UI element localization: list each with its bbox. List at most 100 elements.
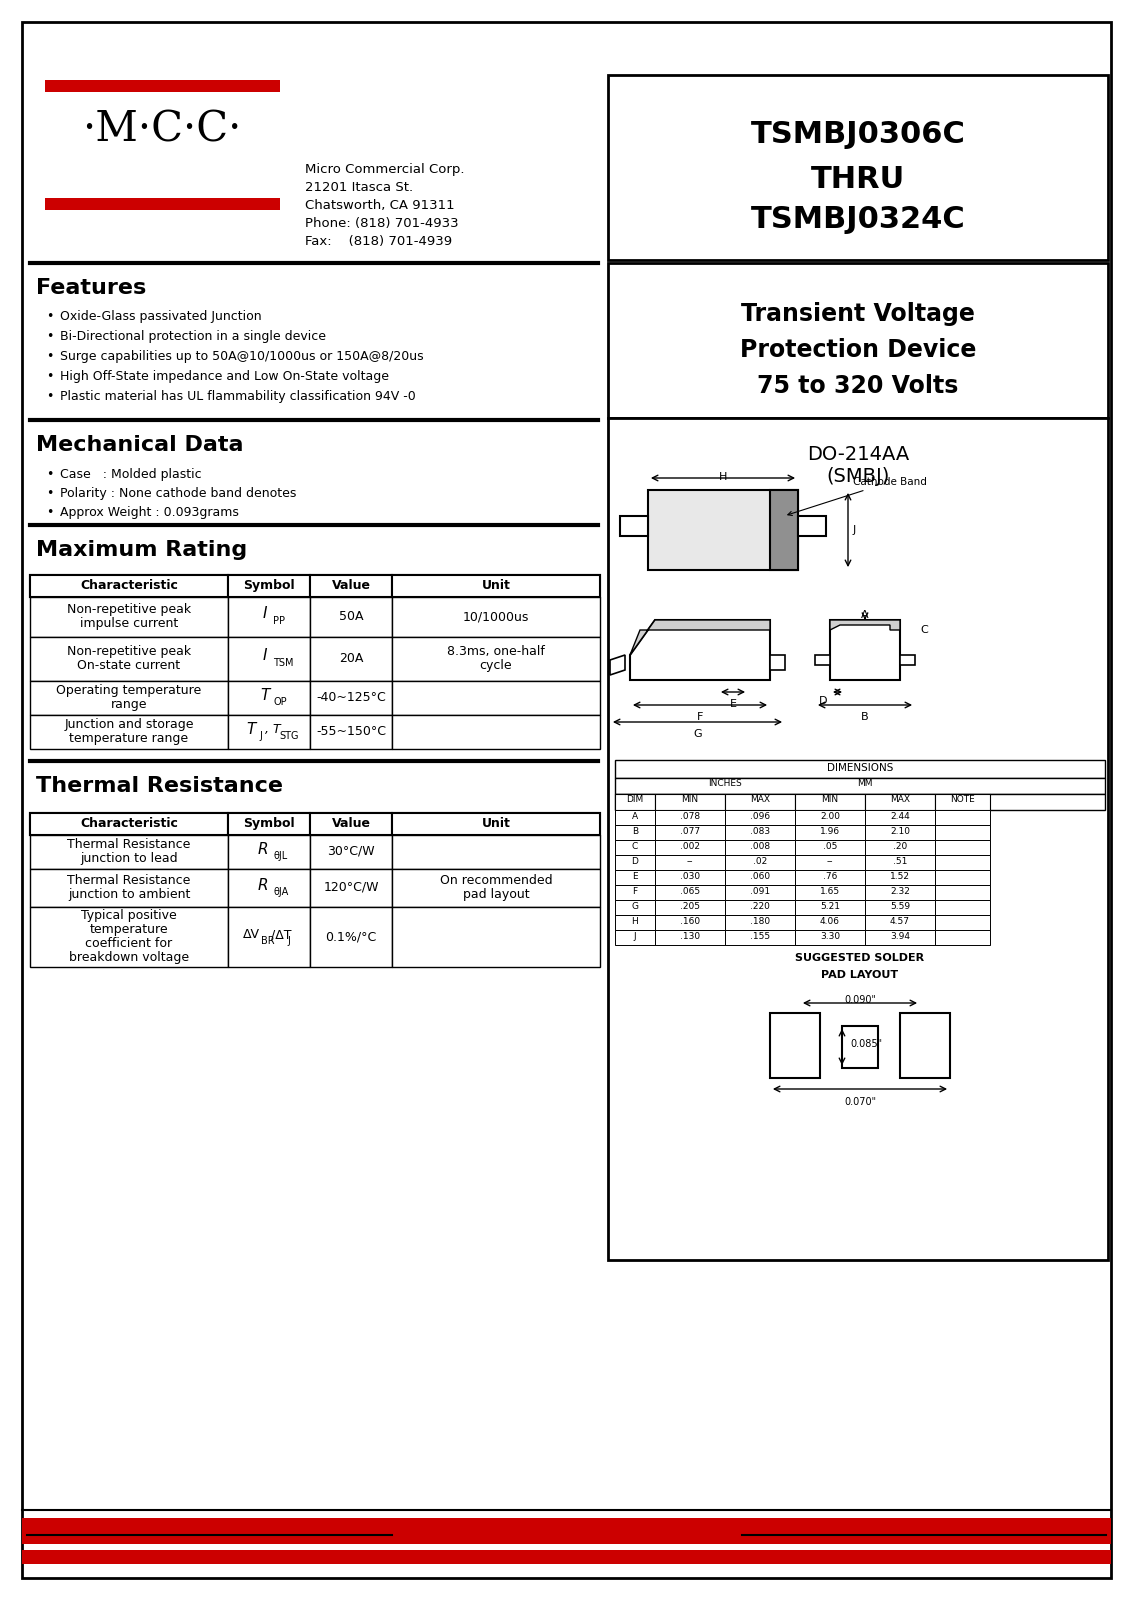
Bar: [725, 930, 795, 946]
Text: MM: MM: [858, 779, 872, 787]
Bar: [228, 597, 310, 637]
Text: TSMBJ0306C: TSMBJ0306C: [750, 120, 965, 149]
Text: C: C: [920, 626, 928, 635]
Bar: [864, 870, 935, 885]
Bar: [228, 574, 310, 597]
Bar: [29, 574, 600, 597]
Text: On-state current: On-state current: [77, 659, 180, 672]
Bar: [655, 840, 725, 854]
Text: -40~125°C: -40~125°C: [316, 691, 386, 704]
Bar: [795, 854, 864, 870]
Bar: [864, 899, 935, 915]
Text: impulse current: impulse current: [79, 618, 178, 630]
Text: cycle: cycle: [479, 659, 512, 672]
Text: Bi-Directional protection in a single device: Bi-Directional protection in a single de…: [60, 330, 326, 342]
Text: NOTE: NOTE: [951, 795, 974, 803]
Text: 21201 Itasca St.: 21201 Itasca St.: [305, 181, 414, 194]
Bar: [392, 813, 600, 835]
Bar: [615, 885, 655, 899]
Polygon shape: [830, 619, 900, 630]
Text: breakdown voltage: breakdown voltage: [69, 950, 189, 963]
Text: ·M·C·C·: ·M·C·C·: [83, 109, 241, 150]
Text: .220: .220: [750, 902, 770, 910]
Text: .060: .060: [750, 872, 770, 882]
Text: On recommended: On recommended: [440, 874, 552, 886]
Text: Operating temperature: Operating temperature: [57, 685, 202, 698]
Text: I: I: [263, 606, 267, 621]
Bar: [725, 854, 795, 870]
Bar: [310, 597, 392, 637]
Text: INCHES: INCHES: [708, 779, 742, 787]
Bar: [795, 899, 864, 915]
Bar: [864, 810, 935, 826]
Bar: [935, 840, 990, 854]
Bar: [864, 885, 935, 899]
Text: Value: Value: [332, 818, 370, 830]
Bar: [228, 907, 310, 966]
Text: •: •: [46, 506, 53, 518]
Text: .02: .02: [752, 858, 767, 866]
Text: J: J: [633, 931, 637, 941]
Bar: [795, 885, 864, 899]
Text: .096: .096: [750, 813, 770, 821]
Bar: [29, 597, 228, 637]
Bar: [655, 794, 725, 810]
Text: •: •: [46, 390, 53, 403]
Text: MIN: MIN: [821, 795, 838, 803]
Text: R: R: [257, 842, 269, 856]
Bar: [795, 870, 864, 885]
Bar: [608, 418, 1108, 1261]
Bar: [842, 1026, 878, 1069]
Text: A: A: [861, 610, 869, 619]
Text: 2.00: 2.00: [820, 813, 840, 821]
Bar: [935, 826, 990, 840]
Bar: [310, 869, 392, 907]
Polygon shape: [815, 654, 830, 666]
Bar: [608, 262, 1108, 418]
Bar: [770, 490, 798, 570]
Bar: [795, 794, 864, 810]
Bar: [615, 760, 1105, 778]
Text: T: T: [246, 722, 256, 736]
Text: junction to ambient: junction to ambient: [68, 888, 190, 901]
Text: Characteristic: Characteristic: [80, 579, 178, 592]
Text: •: •: [46, 370, 53, 382]
Text: Unit: Unit: [482, 579, 511, 592]
Text: •: •: [46, 467, 53, 482]
Bar: [45, 80, 280, 91]
Text: MAX: MAX: [891, 795, 910, 803]
Bar: [648, 490, 798, 570]
Bar: [615, 899, 655, 915]
Text: 4.57: 4.57: [891, 917, 910, 926]
Text: DIM: DIM: [627, 795, 644, 803]
Polygon shape: [630, 619, 770, 680]
Text: .078: .078: [680, 813, 700, 821]
Text: J: J: [287, 936, 290, 946]
Bar: [655, 930, 725, 946]
Bar: [620, 515, 648, 536]
Text: .008: .008: [750, 842, 770, 851]
Text: I: I: [263, 648, 267, 664]
Polygon shape: [770, 654, 785, 670]
Bar: [864, 930, 935, 946]
Text: D: D: [818, 696, 827, 706]
Text: --: --: [687, 858, 693, 866]
Bar: [310, 835, 392, 869]
Text: 1.65: 1.65: [820, 886, 840, 896]
Bar: [392, 715, 600, 749]
Text: ΔV: ΔV: [242, 928, 259, 941]
Text: Micro Commercial Corp.: Micro Commercial Corp.: [305, 163, 465, 176]
Bar: [29, 637, 228, 682]
Bar: [29, 574, 228, 597]
Bar: [935, 930, 990, 946]
Text: F: F: [632, 886, 638, 896]
Text: THRU: THRU: [811, 165, 905, 194]
Text: 5.59: 5.59: [889, 902, 910, 910]
Polygon shape: [630, 619, 770, 654]
Text: Non-repetitive peak: Non-repetitive peak: [67, 603, 191, 616]
Text: .205: .205: [680, 902, 700, 910]
Bar: [310, 907, 392, 966]
Text: 4.06: 4.06: [820, 917, 840, 926]
Bar: [29, 835, 228, 869]
Text: Surge capabilities up to 50A@10/1000us or 150A@8/20us: Surge capabilities up to 50A@10/1000us o…: [60, 350, 424, 363]
